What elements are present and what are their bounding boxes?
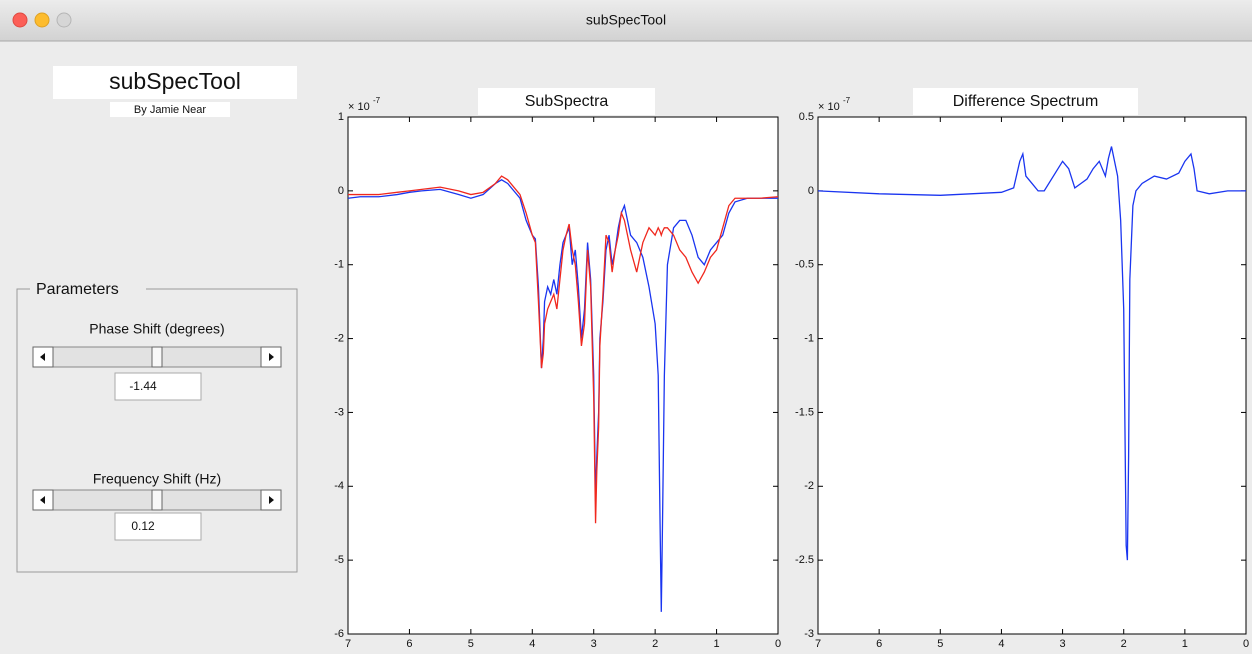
x-tick-label: 4 xyxy=(998,638,1004,650)
plot-area xyxy=(817,116,1247,635)
x-tick-label: 6 xyxy=(406,638,412,650)
y-tick-label: -2.5 xyxy=(795,554,814,566)
y-tick-label: -2 xyxy=(334,332,344,344)
author-box xyxy=(110,102,230,117)
y-tick-label: 0 xyxy=(338,185,344,197)
y-tick-label: -3 xyxy=(804,628,814,640)
phase-slider[interactable] xyxy=(32,346,282,368)
plot-area xyxy=(347,116,779,635)
y-exponent-base: × 10 xyxy=(818,101,840,113)
title-bar xyxy=(0,0,1252,41)
x-tick-label: 4 xyxy=(529,638,535,650)
y-tick-label: 0.5 xyxy=(799,111,814,123)
chart-title: Difference Spectrum xyxy=(953,93,1099,110)
y-tick-label: -1 xyxy=(804,332,814,344)
x-tick-label: 6 xyxy=(876,638,882,650)
app-title-box xyxy=(53,66,297,99)
parameters-panel xyxy=(16,288,298,573)
panel-title: Parameters xyxy=(36,281,119,298)
y-tick-label: -1 xyxy=(334,259,344,271)
phase-value-box[interactable] xyxy=(114,372,202,401)
y-tick-label: -0.5 xyxy=(795,259,814,271)
window-title: subSpecTool xyxy=(586,12,666,28)
spectrum-line xyxy=(817,146,1246,561)
x-tick-label: 2 xyxy=(1121,638,1127,650)
y-tick-label: -3 xyxy=(334,406,344,418)
x-tick-label: 7 xyxy=(815,638,821,650)
x-tick-label: 0 xyxy=(1243,638,1249,650)
y-tick-label: -5 xyxy=(334,554,344,566)
chart-title-box xyxy=(478,88,655,115)
frequency-label: Frequency Shift (Hz) xyxy=(93,471,221,487)
zoom-button[interactable] xyxy=(56,12,72,28)
x-tick-label: 2 xyxy=(652,638,658,650)
frequency-slider[interactable] xyxy=(32,489,282,511)
y-exponent-base: × 10 xyxy=(348,101,370,113)
x-tick-label: 1 xyxy=(714,638,720,650)
y-tick-label: 1 xyxy=(338,111,344,123)
y-tick-label: -4 xyxy=(334,480,344,492)
phase-label: Phase Shift (degrees) xyxy=(89,321,224,337)
y-tick-label: -1.5 xyxy=(795,406,814,418)
panel-title-bg xyxy=(30,280,146,300)
x-tick-label: 1 xyxy=(1182,638,1188,650)
x-tick-label: 3 xyxy=(591,638,597,650)
x-tick-label: 5 xyxy=(468,638,474,650)
app-title: subSpecTool xyxy=(109,68,241,94)
close-button[interactable] xyxy=(12,12,28,28)
chart-title-box xyxy=(913,88,1138,115)
x-tick-label: 5 xyxy=(937,638,943,650)
chart-title: SubSpectra xyxy=(525,93,609,110)
minimize-button[interactable] xyxy=(34,12,50,28)
y-tick-label: 0 xyxy=(808,185,814,197)
y-exponent: -7 xyxy=(373,96,381,105)
x-tick-label: 3 xyxy=(1060,638,1066,650)
author: By Jamie Near xyxy=(134,104,206,116)
spectrum-line xyxy=(348,175,779,524)
x-tick-label: 7 xyxy=(345,638,351,650)
frequency-value: 0.12 xyxy=(131,519,155,533)
y-tick-label: -2 xyxy=(804,480,814,492)
phase-value: -1.44 xyxy=(129,379,157,393)
frequency-value-box[interactable] xyxy=(114,512,202,541)
x-tick-label: 0 xyxy=(775,638,781,650)
y-tick-label: -6 xyxy=(334,628,344,640)
y-exponent: -7 xyxy=(843,96,851,105)
